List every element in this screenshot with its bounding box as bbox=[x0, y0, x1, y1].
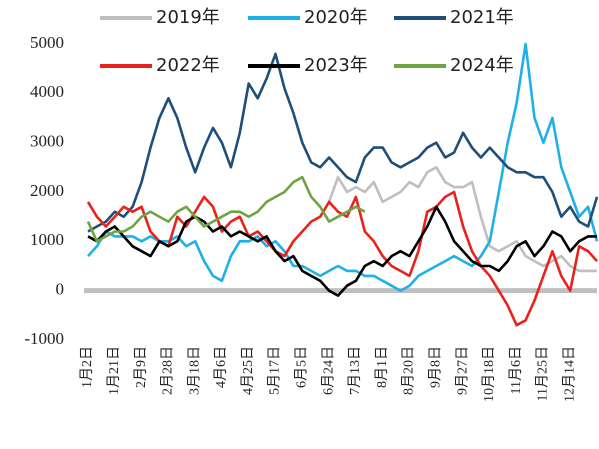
x-tick-label: 9月27日 bbox=[454, 346, 470, 395]
series-line bbox=[87, 205, 597, 297]
series-line bbox=[327, 166, 597, 273]
x-tick-label: 11月25日 bbox=[535, 346, 551, 401]
legend-item: 2020年 bbox=[248, 7, 368, 28]
series-line bbox=[87, 42, 599, 292]
series-line bbox=[87, 52, 599, 233]
x-tick-label: 1月21日 bbox=[106, 346, 122, 395]
x-tick-label: 7月13日 bbox=[347, 346, 363, 395]
y-tick-label: 2000 bbox=[30, 181, 64, 200]
legend-label: 2022年 bbox=[156, 55, 220, 76]
x-tick-label: 10月18日 bbox=[481, 346, 497, 402]
x-tick-label: 8月20日 bbox=[401, 346, 417, 395]
x-tick-label: 2月9日 bbox=[133, 346, 149, 388]
legend-item: 2021年 bbox=[394, 7, 514, 28]
legend-label: 2020年 bbox=[304, 7, 368, 28]
x-tick-label: 4月25日 bbox=[240, 346, 256, 395]
x-tick-label: 11月6日 bbox=[508, 346, 524, 394]
y-tick-label: 0 bbox=[56, 280, 65, 299]
x-tick-label: 6月5日 bbox=[294, 346, 310, 388]
y-tick-label: 5000 bbox=[30, 33, 64, 52]
x-tick-label: 12月14日 bbox=[561, 346, 577, 402]
x-tick-label: 1月2日 bbox=[79, 346, 95, 388]
x-tick-label: 3月18日 bbox=[186, 346, 202, 395]
legend-label: 2019年 bbox=[156, 7, 220, 28]
legend-item: 2024年 bbox=[394, 55, 514, 76]
legend-item: 2019年 bbox=[100, 7, 220, 28]
x-tick-label: 4月6日 bbox=[213, 346, 229, 388]
series-line bbox=[86, 175, 366, 243]
x-tick-label: 6月24日 bbox=[320, 346, 336, 395]
x-tick-label: 2月28日 bbox=[160, 346, 176, 395]
y-tick-label: -1000 bbox=[24, 329, 64, 348]
y-tick-label: 3000 bbox=[30, 132, 64, 151]
y-tick-label: 4000 bbox=[30, 82, 64, 101]
series-line bbox=[86, 190, 598, 327]
legend-label: 2024年 bbox=[450, 55, 514, 76]
legend-item: 2022年 bbox=[100, 55, 220, 76]
x-tick-label: 9月8日 bbox=[427, 346, 443, 388]
legend-item: 2023年 bbox=[248, 55, 368, 76]
legend-label: 2023年 bbox=[304, 55, 368, 76]
legend-label: 2021年 bbox=[450, 7, 514, 28]
y-tick-label: 1000 bbox=[30, 230, 64, 249]
x-tick-label: 8月1日 bbox=[374, 346, 390, 388]
x-tick-label: 5月17日 bbox=[267, 346, 283, 395]
